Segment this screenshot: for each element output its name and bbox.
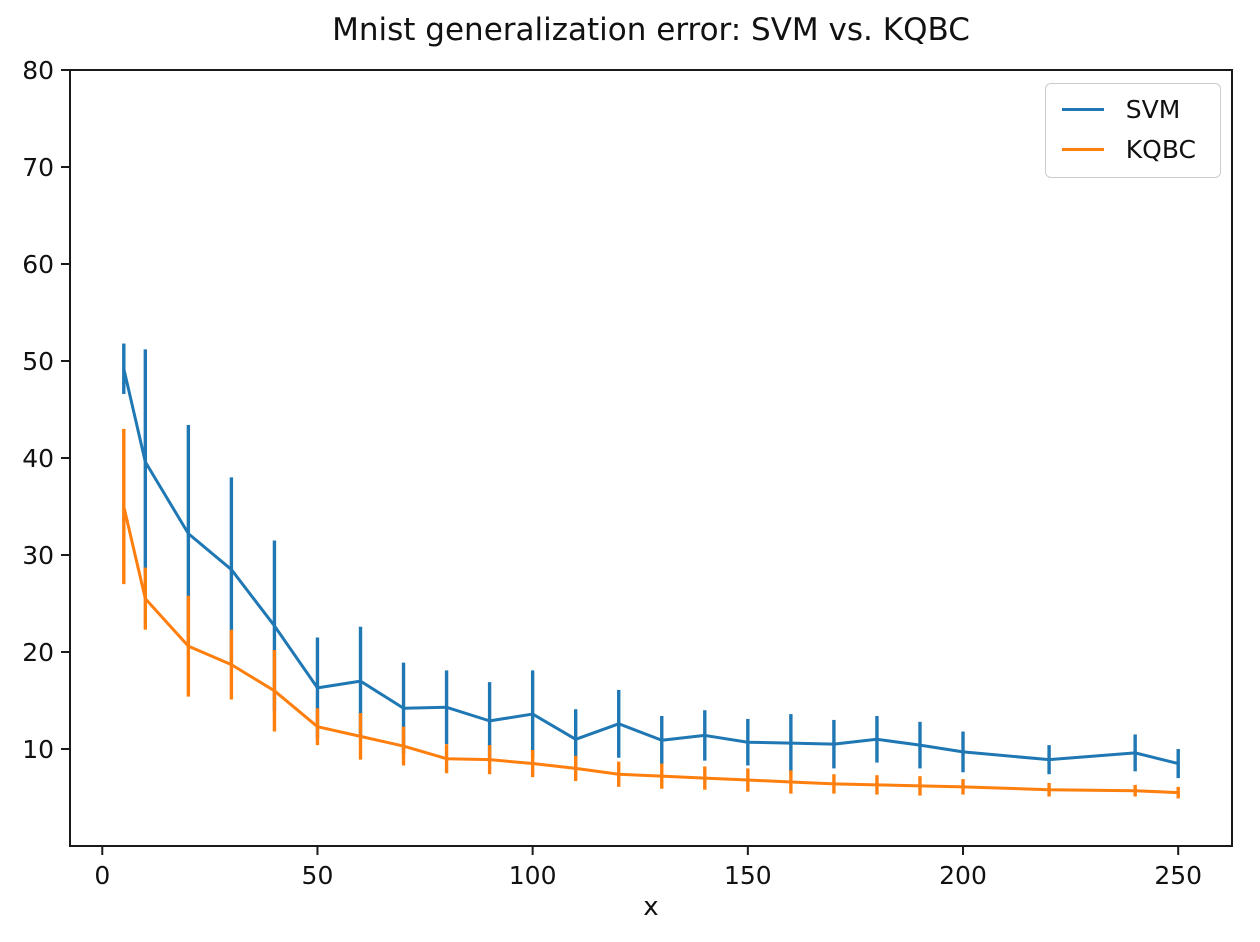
y-tick-label: 50: [22, 347, 54, 376]
y-tick-label: 20: [22, 638, 54, 667]
y-tick-label: 60: [22, 250, 54, 279]
chart-title: Mnist generalization error: SVM vs. KQBC: [332, 12, 970, 48]
y-tick-label: 40: [22, 444, 54, 473]
legend-entry-svm: SVM: [1061, 95, 1202, 124]
svm-line: [122, 367, 1180, 766]
svm-line-swatch: [1061, 108, 1104, 112]
kqbc-line: [122, 505, 1180, 795]
legend-label-svm: SVM: [1125, 95, 1181, 124]
x-tick-label: 100: [509, 861, 557, 890]
x-axis-label: x: [643, 892, 659, 922]
series-svm: [122, 343, 1180, 779]
y-tick-label: 70: [22, 153, 54, 182]
legend: SVM KQBC: [1044, 83, 1221, 178]
y-tick-label: 80: [22, 56, 54, 85]
axes-box: [69, 69, 1233, 847]
legend-entry-kqbc: KQBC: [1061, 134, 1202, 164]
x-tick-label: 0: [94, 861, 110, 890]
y-tick-label: 10: [22, 735, 54, 764]
x-tick-label: 150: [724, 861, 772, 890]
x-tick-label: 50: [302, 861, 334, 890]
legend-label-kqbc: KQBC: [1125, 134, 1196, 164]
y-tick-label: 30: [22, 541, 54, 570]
x-tick-label: 200: [939, 861, 987, 890]
kqbc-line-swatch: [1061, 147, 1104, 151]
x-tick-label: 250: [1154, 861, 1202, 890]
series-kqbc: [122, 428, 1180, 799]
